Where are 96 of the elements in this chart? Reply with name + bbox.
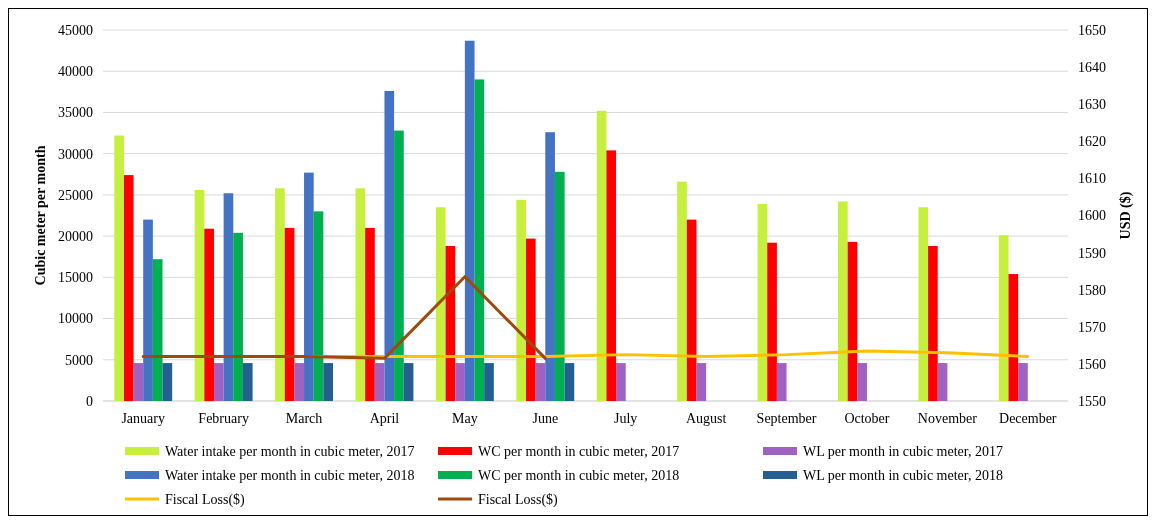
y2-tick-label: 1650 xyxy=(1078,22,1106,38)
y2-tick-label: 1630 xyxy=(1078,97,1106,113)
bar xyxy=(1008,274,1019,401)
y2-tick-label: 1580 xyxy=(1078,282,1106,298)
y-tick-label: 25000 xyxy=(58,187,93,203)
bar xyxy=(233,232,243,401)
bar xyxy=(114,135,124,401)
bar xyxy=(596,110,607,401)
bar xyxy=(516,199,526,401)
bar xyxy=(374,363,385,401)
bar xyxy=(677,181,687,401)
bar xyxy=(284,227,295,401)
bar xyxy=(525,238,536,401)
bar xyxy=(294,363,305,401)
y2-axis-title: USD ($) xyxy=(1118,191,1134,240)
legend-label: Fiscal Loss($) xyxy=(165,491,246,508)
legend-label: WC per month in cubic meter, 2018 xyxy=(478,467,680,483)
bar xyxy=(535,363,546,401)
legend-label: Water intake per month in cubic meter, 2018 xyxy=(165,467,415,483)
x-tick-label: March xyxy=(285,411,323,426)
bar xyxy=(928,246,938,401)
x-tick-label: July xyxy=(614,411,638,426)
bar xyxy=(857,363,867,401)
y2-tick-label: 1620 xyxy=(1078,134,1106,150)
x-tick-label: January xyxy=(121,411,165,426)
bar xyxy=(384,91,395,401)
bar xyxy=(162,363,173,401)
y-tick-label: 45000 xyxy=(58,22,93,38)
bar xyxy=(123,175,134,401)
bar xyxy=(143,219,153,401)
y2-tick-label: 1600 xyxy=(1078,208,1106,224)
y2-tick-label: 1550 xyxy=(1078,393,1106,409)
y-tick-label: 0 xyxy=(86,393,93,409)
bar xyxy=(545,132,555,401)
legend-label: Fiscal Loss($) xyxy=(478,491,559,508)
y2-tick-label: 1560 xyxy=(1078,356,1106,372)
bar xyxy=(213,363,224,401)
bar xyxy=(455,363,465,401)
bar xyxy=(937,363,948,401)
x-tick-label: February xyxy=(198,411,249,426)
x-tick-label: November xyxy=(917,411,978,426)
y-tick-label: 10000 xyxy=(58,311,93,327)
bar xyxy=(204,228,214,401)
bar xyxy=(757,203,768,401)
legend-label: Water intake per month in cubic meter, 2017 xyxy=(165,443,415,459)
bar xyxy=(133,363,144,401)
y-axis-title: Cubic meter per month xyxy=(33,145,48,286)
y2-tick-label: 1610 xyxy=(1078,171,1106,187)
y-tick-label: 40000 xyxy=(58,64,93,80)
bar xyxy=(918,207,929,401)
y-tick-label: 30000 xyxy=(58,146,93,162)
bar xyxy=(394,130,404,401)
x-tick-label: October xyxy=(844,411,890,426)
legend-label: WC per month in cubic meter, 2017 xyxy=(478,443,680,459)
bar xyxy=(304,172,314,401)
y-tick-label: 5000 xyxy=(65,352,93,368)
bar xyxy=(998,235,1009,401)
x-tick-label: August xyxy=(685,411,727,426)
x-tick-label: September xyxy=(756,411,817,426)
x-tick-label: December xyxy=(999,411,1057,426)
bar xyxy=(435,207,446,401)
y-tick-label: 35000 xyxy=(58,105,93,121)
bar xyxy=(365,227,375,401)
bar xyxy=(313,211,324,401)
x-tick-label: May xyxy=(452,411,478,426)
bar xyxy=(767,242,777,401)
bar xyxy=(564,363,575,401)
bar xyxy=(223,193,234,401)
bar xyxy=(838,201,848,401)
bar xyxy=(1018,363,1028,401)
bar xyxy=(242,363,253,401)
bar xyxy=(847,241,858,401)
bar xyxy=(696,363,707,401)
bar xyxy=(686,219,697,401)
bar xyxy=(616,363,626,401)
y-tick-label: 15000 xyxy=(58,270,93,286)
bar xyxy=(474,79,485,401)
x-tick-label: June xyxy=(532,411,559,426)
bar xyxy=(275,188,285,401)
bar xyxy=(554,171,565,401)
bar xyxy=(403,363,414,401)
y2-tick-label: 1590 xyxy=(1078,245,1106,261)
x-tick-label: April xyxy=(369,411,400,426)
bar xyxy=(152,259,163,401)
legend-label: WL per month in cubic meter, 2017 xyxy=(803,443,1003,459)
bar xyxy=(464,40,475,401)
bar xyxy=(323,363,333,401)
y2-tick-label: 1640 xyxy=(1078,60,1106,75)
bar xyxy=(606,150,617,401)
bar xyxy=(355,188,366,401)
y2-tick-label: 1570 xyxy=(1078,319,1106,335)
bar xyxy=(776,363,787,401)
bar xyxy=(194,189,205,401)
y-tick-label: 20000 xyxy=(58,229,93,245)
legend-label: WL per month in cubic meter, 2018 xyxy=(803,467,1003,483)
bar xyxy=(484,363,494,401)
